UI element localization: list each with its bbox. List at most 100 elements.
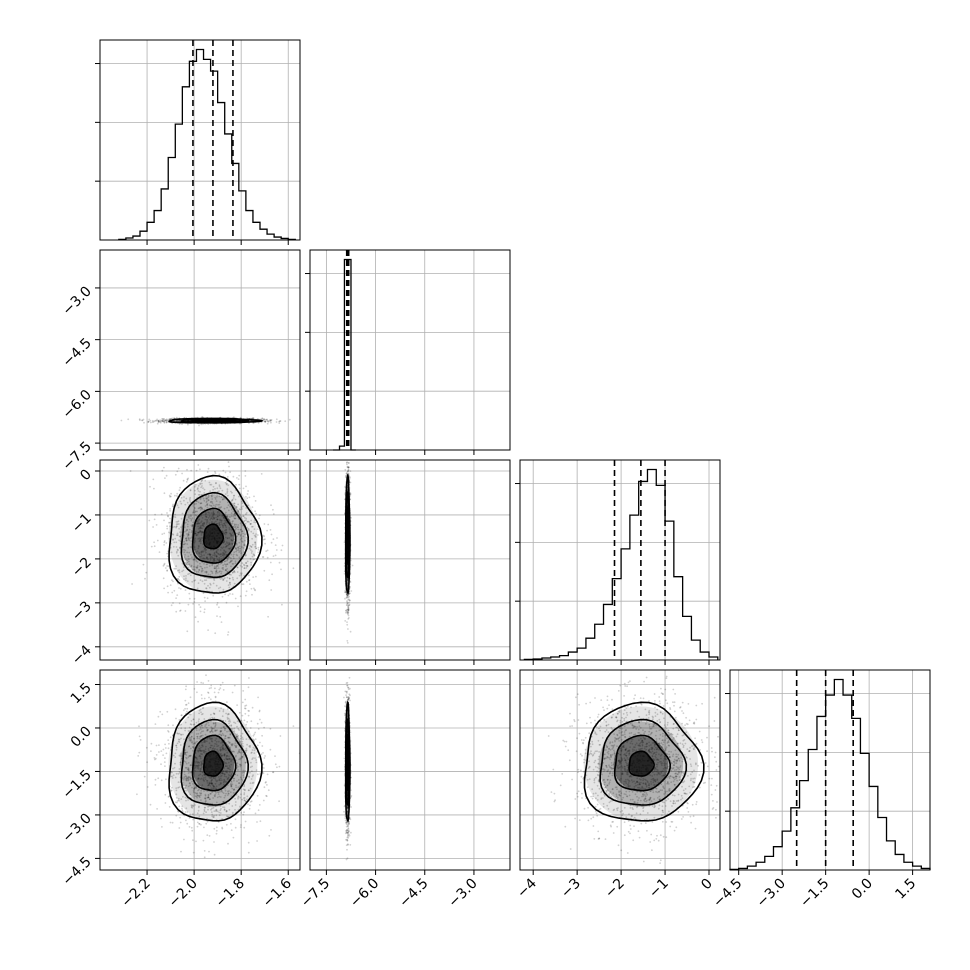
scatter-point [237, 547, 240, 550]
scatter-point [155, 754, 158, 756]
scatter-point [220, 496, 223, 498]
scatter-point [346, 604, 349, 607]
scatter-point [201, 580, 204, 583]
scatter-point [292, 567, 295, 570]
scatter-point [345, 475, 347, 477]
scatter-point [187, 534, 190, 537]
scatter-point [229, 593, 231, 595]
scatter-point [222, 556, 225, 558]
scatter-point [159, 420, 161, 423]
scatter-point [210, 512, 213, 514]
scatter-point [225, 545, 228, 548]
scatter-point [219, 562, 222, 565]
scatter-point [213, 577, 215, 580]
scatter-point [221, 523, 223, 526]
scatter-point [226, 558, 229, 561]
scatter-point [347, 469, 350, 472]
scatter-point [174, 516, 177, 519]
scatter-point [201, 551, 204, 553]
scatter-point [204, 548, 207, 551]
scatter-point [166, 420, 168, 423]
scatter-point [210, 782, 213, 785]
scatter-point [238, 533, 240, 536]
scatter-point [213, 557, 216, 560]
scatter-point [249, 801, 252, 803]
scatter-point [151, 419, 154, 422]
scatter-point [140, 508, 143, 510]
scatter-point [235, 550, 238, 553]
scatter-point [215, 560, 218, 562]
scatter-point [247, 529, 250, 532]
scatter-point [215, 482, 217, 484]
scatter-point [237, 510, 240, 512]
scatter-point [347, 618, 350, 620]
scatter-point [240, 719, 243, 722]
scatter-point [220, 707, 223, 710]
scatter-point [176, 548, 179, 551]
scatter-point [227, 631, 230, 633]
scatter-point [204, 797, 207, 799]
scatter-point [222, 546, 225, 549]
scatter-point [231, 743, 234, 746]
scatter-point [249, 523, 252, 525]
scatter-point [199, 540, 202, 543]
scatter-point [346, 593, 349, 596]
scatter-point [211, 502, 214, 505]
scatter-point [187, 537, 190, 539]
scatter-point [255, 533, 257, 535]
panel-content [100, 460, 300, 660]
scatter-point [165, 542, 168, 544]
scatter-point [233, 416, 235, 419]
scatter-point [229, 573, 231, 576]
scatter-point [212, 554, 214, 556]
scatter-point [216, 564, 219, 567]
scatter-point [227, 504, 230, 507]
scatter-point [193, 742, 196, 745]
scatter-point [253, 521, 256, 524]
scatter-point [263, 418, 266, 421]
scatter-point [178, 579, 181, 581]
scatter-point [190, 531, 193, 534]
scatter-point [218, 524, 221, 526]
scatter-point [225, 528, 228, 531]
scatter-point [214, 488, 216, 490]
scatter-point [181, 512, 184, 515]
scatter-point [233, 571, 236, 574]
scatter-point [201, 531, 204, 534]
scatter-point [206, 500, 208, 502]
scatter-point [214, 498, 217, 500]
scatter-point [246, 560, 249, 563]
scatter-point [183, 530, 186, 533]
scatter-point [243, 563, 245, 566]
scatter-point [346, 602, 349, 605]
scatter-point [156, 422, 159, 425]
scatter-point [197, 766, 200, 769]
scatter-point [204, 748, 207, 751]
scatter-point [232, 520, 234, 522]
scatter-point [226, 537, 229, 539]
scatter-point [225, 580, 228, 582]
scatter-point [213, 554, 216, 557]
scatter-point [223, 554, 226, 556]
scatter-point [189, 489, 192, 491]
scatter-point [238, 551, 241, 553]
scatter-point [346, 611, 349, 614]
scatter-point [236, 566, 239, 569]
scatter-point [213, 787, 215, 789]
scatter-point [235, 754, 237, 757]
scatter-point [223, 519, 226, 522]
scatter-point [190, 554, 192, 556]
scatter-point [223, 522, 226, 525]
scatter-point [182, 569, 185, 572]
scatter-point [174, 762, 176, 765]
scatter-point [187, 558, 190, 560]
scatter-point [206, 597, 209, 600]
scatter-point [209, 483, 212, 486]
scatter-point [236, 477, 238, 479]
scatter-point [170, 604, 173, 607]
scatter-point [217, 563, 220, 566]
scatter-point [272, 555, 275, 557]
scatter-point [163, 541, 166, 544]
scatter-point [200, 423, 203, 426]
scatter-point [196, 567, 198, 570]
